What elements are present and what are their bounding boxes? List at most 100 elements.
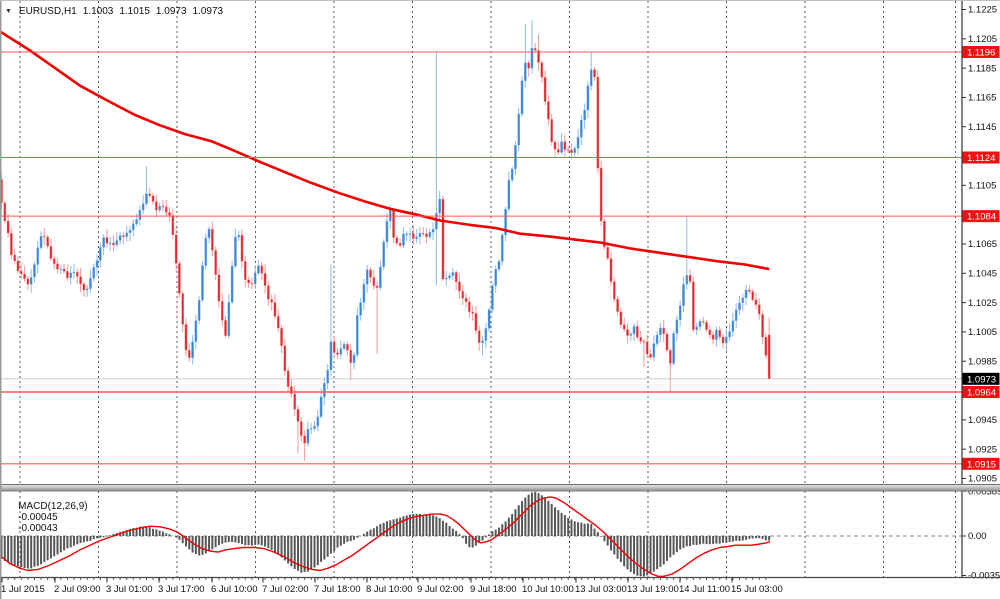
- macd-signal-line: [0, 496, 771, 577]
- candlesticks: [0, 19, 771, 461]
- candle-body-down: [247, 279, 250, 284]
- candle-body-down: [43, 235, 46, 238]
- candle-body-up: [356, 315, 359, 356]
- candle-body-up: [230, 265, 234, 303]
- candle-body-up: [323, 382, 326, 398]
- candle-body-down: [178, 263, 181, 294]
- candle-body-up: [99, 247, 102, 261]
- candle-body-up: [95, 260, 99, 268]
- candle-body-down: [293, 393, 297, 410]
- ohlc-close: 1.0973: [192, 6, 224, 17]
- current-price-tag: 1.0973: [962, 372, 1000, 385]
- candle-body-up: [560, 141, 563, 153]
- candle-body-up: [524, 62, 527, 81]
- candle-body-down: [240, 234, 244, 262]
- price-axis-label: 1.0905: [968, 474, 997, 485]
- candle-body-up: [659, 327, 662, 336]
- candle-body-down: [412, 233, 415, 239]
- candle-body-down: [649, 354, 652, 358]
- candle-body-up: [481, 340, 484, 343]
- candle-body-up: [402, 233, 405, 246]
- candle-body-up: [685, 275, 689, 285]
- time-axis[interactable]: 1 Jul 2015 2 Jul 09:00 3 Jul 01:00 3 Jul 17…: [1, 577, 783, 596]
- candle-body-up: [197, 299, 201, 321]
- price-axis-label: 1.1165: [968, 93, 996, 104]
- macd-indicator-label: MACD(12,26,9) -0.00045 -0.00043: [7, 490, 93, 545]
- candle-body-up: [191, 341, 194, 358]
- price-axis[interactable]: 1.1225 1.1205 1.1185 1.1165 1.1145 1.1105 1.10…: [962, 5, 1000, 582]
- candle-body-down: [187, 349, 191, 358]
- current-price-tag-box: [962, 372, 1000, 385]
- candle-body-up: [309, 428, 313, 430]
- level-price-tag: 1.1124: [962, 151, 1000, 164]
- candle-body-down: [537, 49, 540, 63]
- candle-body-up: [257, 265, 260, 274]
- candle-body-down: [6, 220, 10, 234]
- candle-body-up: [145, 193, 148, 204]
- candle-body-up: [234, 236, 237, 267]
- price-axis-label: 1.1005: [968, 327, 997, 338]
- candle-body-up: [672, 333, 675, 364]
- candle-body-up: [504, 208, 507, 236]
- candle-body-down: [593, 69, 596, 78]
- candle-body-up: [359, 302, 362, 316]
- candle-body-up: [715, 329, 718, 340]
- candle-body-down: [636, 326, 639, 338]
- candle-body-up: [207, 228, 211, 239]
- candle-body-up: [39, 235, 43, 248]
- candle-body-down: [211, 228, 214, 251]
- quick-trade-dropdown-icon[interactable]: ▼: [5, 7, 12, 15]
- ohlc-low: 1.0973: [155, 6, 187, 17]
- candle-body-up: [725, 336, 728, 344]
- candle-body-up: [128, 229, 132, 233]
- candle-body-up: [118, 235, 122, 241]
- candle-body-up: [583, 109, 586, 121]
- candle-body-up: [29, 276, 33, 285]
- candle-body-up: [405, 233, 409, 236]
- candle-body-up: [500, 234, 504, 262]
- candle-body-down: [612, 281, 616, 300]
- candle-body-up: [59, 268, 63, 271]
- candle-body-down: [184, 324, 188, 351]
- candle-body-down: [392, 209, 395, 238]
- candle-body-up: [589, 69, 593, 86]
- macd-main-value: -0.00045: [18, 512, 58, 523]
- candle-body-up: [698, 321, 702, 327]
- candle-body-down: [290, 386, 293, 394]
- candle-body-up: [731, 320, 735, 332]
- candle-body-down: [603, 220, 606, 248]
- candle-body-down: [260, 265, 264, 274]
- price-axis-background[interactable]: [963, 0, 1000, 599]
- candle-body-down: [161, 205, 165, 208]
- candle-body-up: [448, 275, 451, 279]
- candle-body-down: [49, 246, 53, 259]
- level-price-tag-box: [962, 210, 1000, 223]
- candle-body-down: [303, 435, 306, 444]
- candle-body-down: [56, 263, 59, 270]
- candle-body-down: [52, 258, 56, 264]
- candle-body-down: [527, 62, 530, 69]
- candle-body-down: [464, 298, 468, 302]
- candle-body-down: [171, 215, 175, 235]
- candle-body-up: [435, 213, 438, 230]
- candle-body-down: [112, 242, 115, 246]
- pane-separator-handle[interactable]: [0, 484, 1000, 492]
- candle-body-up: [652, 343, 656, 358]
- candle-body-up: [507, 179, 511, 210]
- candle-body-down: [533, 47, 537, 51]
- price-axis-label: 1.1025: [968, 298, 997, 309]
- candle-body-up: [379, 266, 382, 288]
- time-axis-label: 3 Jul 17:00: [158, 584, 204, 595]
- level-price-tag: 1.0915: [962, 457, 1000, 470]
- candle-body-down: [665, 333, 669, 351]
- candle-body-down: [372, 277, 376, 287]
- candle-body-down: [263, 273, 267, 286]
- candle-body-down: [244, 261, 247, 280]
- candle-body-down: [692, 281, 695, 330]
- pane-separator-bar[interactable]: [0, 484, 1000, 492]
- candle-body-up: [576, 136, 580, 149]
- candle-body-up: [329, 341, 333, 371]
- candle-body-up: [385, 220, 389, 243]
- candle-body-down: [540, 62, 544, 78]
